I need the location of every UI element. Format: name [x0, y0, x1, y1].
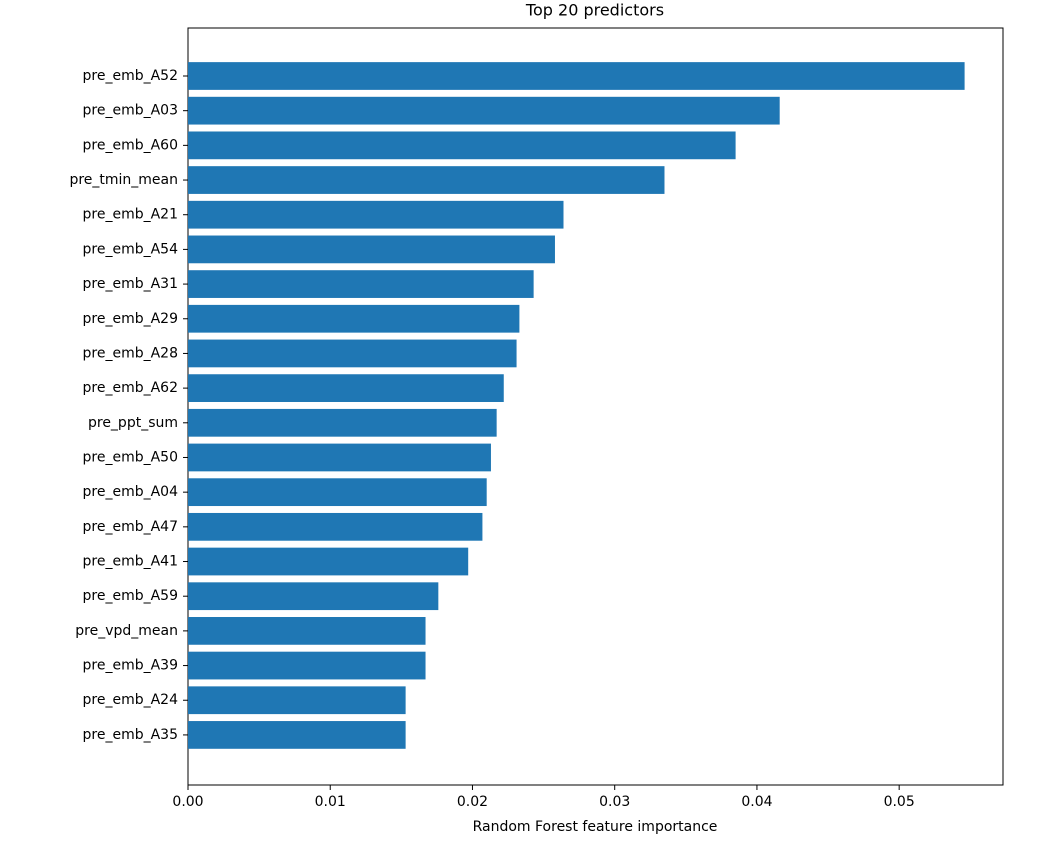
y-tick-label: pre_emb_A35 [83, 727, 178, 743]
bar [188, 547, 469, 576]
bar [188, 62, 965, 90]
y-tick-label: pre_vpd_mean [75, 623, 178, 639]
x-tick-label: 0.02 [457, 794, 488, 810]
bar [188, 235, 555, 264]
y-tick-label: pre_emb_A47 [83, 519, 178, 535]
bar [188, 443, 491, 472]
bar [188, 721, 406, 749]
y-tick-label: pre_emb_A41 [83, 554, 178, 570]
y-tick-label: pre_emb_A59 [83, 588, 178, 604]
bar [188, 617, 426, 645]
bar [188, 166, 665, 194]
bar [188, 339, 517, 368]
bar [188, 200, 564, 229]
bar [188, 270, 534, 298]
y-tick-label: pre_emb_A04 [83, 484, 179, 500]
bar [188, 408, 497, 437]
y-tick-label: pre_ppt_sum [88, 415, 178, 431]
x-axis-label: Random Forest feature importance [473, 819, 718, 835]
x-tick-label: 0.01 [315, 794, 346, 810]
bar [188, 478, 487, 507]
y-tick-label: pre_emb_A52 [83, 68, 178, 84]
chart-title: Top 20 predictors [525, 1, 664, 20]
bar [188, 512, 483, 541]
y-tick-label: pre_emb_A31 [83, 276, 178, 292]
y-tick-label: pre_emb_A60 [83, 137, 178, 153]
y-tick-label: pre_emb_A62 [83, 380, 178, 396]
x-tick-label: 0.00 [172, 794, 203, 810]
plot-frame [187, 27, 1004, 786]
y-tick-label: pre_emb_A54 [83, 241, 179, 257]
y-tick-label: pre_emb_A50 [83, 449, 178, 465]
y-tick-label: pre_emb_A39 [83, 658, 178, 674]
x-tick-label: 0.05 [884, 794, 915, 810]
y-tick-label: pre_emb_A24 [83, 692, 179, 708]
y-tick-label: pre_emb_A21 [83, 207, 178, 223]
bar [188, 131, 736, 160]
bar [188, 686, 406, 715]
bar [188, 96, 780, 125]
bar [188, 374, 504, 402]
x-tick-label: 0.03 [599, 794, 630, 810]
y-tick-label: pre_emb_A29 [83, 311, 178, 327]
x-tick-label: 0.04 [741, 794, 772, 810]
y-tick-label: pre_emb_A03 [83, 103, 178, 119]
bar [188, 304, 520, 333]
bar [188, 582, 439, 611]
y-tick-label: pre_tmin_mean [69, 172, 178, 188]
y-tick-label: pre_emb_A28 [83, 345, 178, 361]
bar [188, 651, 426, 680]
